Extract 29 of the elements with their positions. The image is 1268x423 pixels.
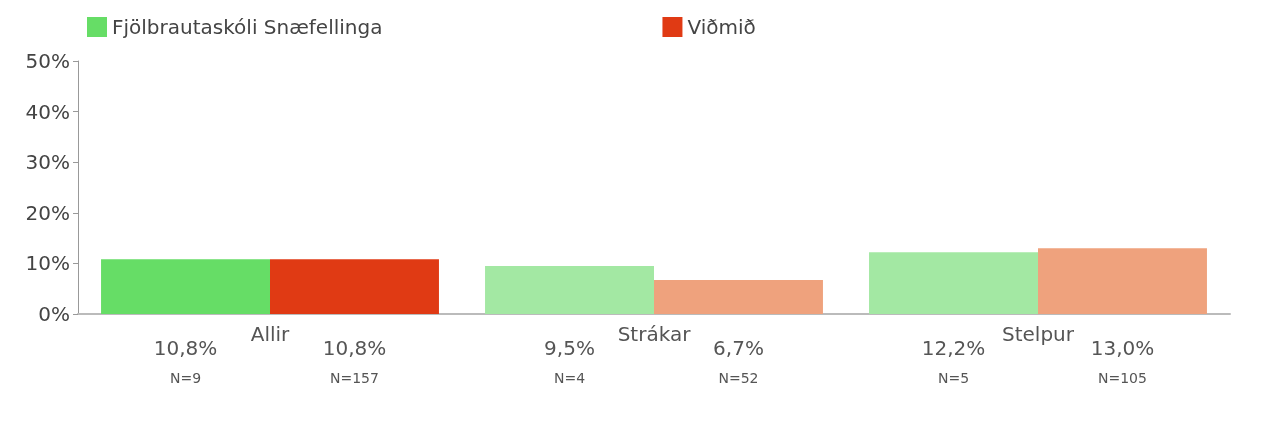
- text: N=5: [937, 370, 970, 386]
- data-label: 6,7%: [713, 336, 764, 360]
- text: N=9: [169, 370, 202, 386]
- y-tick-label: 50%: [25, 49, 70, 73]
- bar: [485, 265, 654, 314]
- y-tick-label: 10%: [25, 251, 70, 276]
- data-label: 13,0%: [1090, 336, 1155, 360]
- text: N=52: [718, 370, 759, 386]
- text: N=157: [330, 370, 379, 386]
- text: N=4: [553, 370, 586, 386]
- y-tick-label: 20%: [25, 200, 70, 225]
- data-label: 10,8%: [153, 336, 218, 360]
- y-tick-label: 0%: [38, 302, 70, 326]
- y-tick-label: 30%: [25, 150, 70, 175]
- bar: [101, 259, 270, 314]
- bar: [869, 252, 1038, 314]
- text: N=105: [1098, 370, 1147, 386]
- x-tick-label: Stelpur: [1002, 322, 1075, 346]
- y-tick-label: 40%: [25, 99, 70, 124]
- x-tick-label: Strákar: [617, 322, 692, 346]
- data-label: 10,8%: [322, 336, 387, 360]
- bar: [270, 259, 439, 314]
- legend-label: Viðmið: [687, 15, 756, 39]
- legend-label: Fjölbrautaskóli Snæfellinga: [112, 15, 383, 39]
- bar: [1038, 248, 1207, 314]
- data-label: 9,5%: [544, 336, 595, 360]
- data-label: 12,2%: [921, 336, 986, 360]
- bar: [654, 280, 823, 314]
- x-tick-label: Allir: [250, 322, 291, 346]
